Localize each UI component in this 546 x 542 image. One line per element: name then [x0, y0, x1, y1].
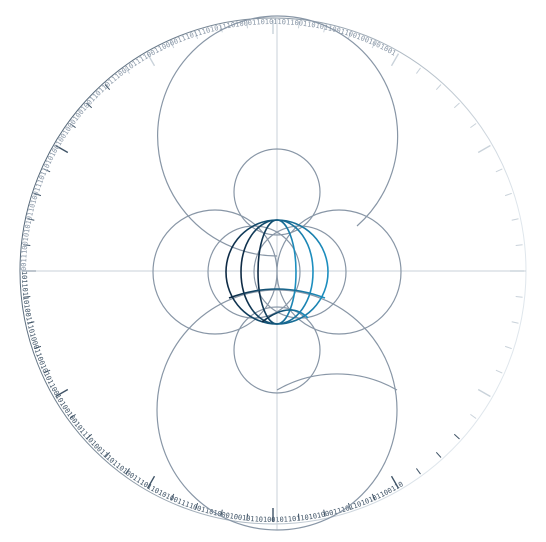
tick-mark — [347, 32, 352, 40]
tick-mark — [86, 102, 93, 109]
tick-mark — [415, 67, 421, 74]
tick-mark — [415, 468, 421, 475]
tick-mark — [453, 102, 460, 109]
tick-mark — [323, 509, 326, 517]
tick-mark — [453, 433, 460, 440]
tick-mark — [55, 144, 69, 154]
tick-mark — [23, 296, 31, 298]
tick-mark — [34, 345, 42, 350]
tick-mark — [246, 21, 248, 29]
tick-mark — [435, 84, 442, 91]
tick-mark — [125, 468, 131, 475]
tick-mark — [27, 321, 35, 324]
tick-mark — [470, 413, 477, 419]
binary-ring-text-upper: 0011100101010110100111011010100100100010… — [20, 18, 397, 271]
globe-icon — [225, 219, 329, 325]
tick-mark — [194, 32, 199, 40]
tick-mark — [515, 296, 523, 298]
orbit-circle-lower-large-arc — [276, 373, 398, 391]
tick-mark — [23, 244, 31, 246]
orbit-circle-upper-large — [157, 15, 399, 257]
tick-mark — [27, 218, 35, 221]
globe-accent-arc — [261, 309, 309, 323]
tick-mark — [170, 493, 175, 501]
tick-mark — [246, 513, 248, 521]
tick-mark — [104, 84, 111, 91]
tick-mark — [390, 53, 400, 67]
tick-mark — [146, 53, 156, 67]
tick-mark — [220, 25, 223, 33]
tick-mark — [170, 41, 175, 49]
tick-mark — [55, 388, 69, 398]
tick-mark — [504, 345, 512, 350]
tick-mark — [220, 509, 223, 517]
tick-mark — [477, 388, 491, 398]
tick-mark — [125, 67, 131, 74]
tick-mark — [435, 451, 442, 458]
tick-mark — [347, 502, 352, 510]
tick-mark — [470, 123, 477, 129]
tick-mark — [69, 413, 76, 419]
tick-marks — [22, 20, 524, 522]
tick-mark — [323, 25, 326, 33]
tick-mark — [298, 513, 300, 521]
tick-mark — [504, 192, 512, 197]
tick-mark — [298, 21, 300, 29]
tick-mark — [146, 475, 156, 489]
tick-mark — [43, 168, 51, 173]
tick-mark — [34, 192, 42, 197]
tick-mark — [194, 502, 199, 510]
tick-mark — [371, 493, 376, 501]
tick-mark — [477, 144, 491, 154]
tick-mark — [495, 369, 503, 374]
tick-mark — [511, 218, 519, 221]
tick-mark — [69, 123, 76, 129]
tick-mark — [104, 451, 111, 458]
tick-mark — [495, 168, 503, 173]
tick-mark — [43, 369, 51, 374]
tick-mark — [86, 433, 93, 440]
tick-mark — [511, 321, 519, 324]
tick-mark — [390, 475, 400, 489]
tick-mark — [371, 41, 376, 49]
globe-parallel-south — [228, 288, 326, 299]
tick-mark — [515, 244, 523, 246]
